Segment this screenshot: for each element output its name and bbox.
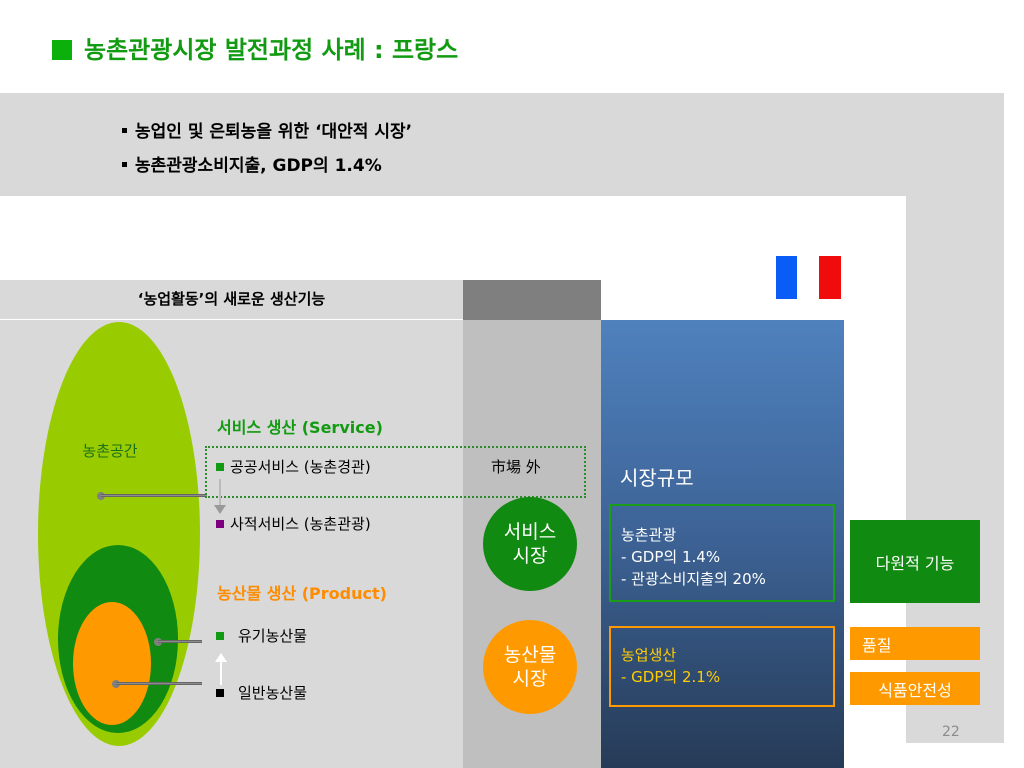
purple-square-icon [216, 520, 224, 528]
service-market-circle: 서비스 시장 [483, 497, 577, 591]
bullet-square-icon [122, 128, 127, 133]
arrow-down-head-icon [214, 505, 226, 514]
connector-line [101, 494, 207, 497]
connector-line [158, 640, 202, 643]
arrow-up-icon [220, 661, 222, 685]
multifunction-tag: 다원적 기능 [850, 520, 980, 603]
bullet-item: 농업인 및 은퇴농을 위한 ‘대안적 시장’ [122, 117, 412, 142]
bullet-text: 농업인 및 은퇴농을 위한 ‘대안적 시장’ [135, 122, 413, 142]
produce-market-circle: 농산물 시장 [483, 620, 577, 714]
black-square-icon [216, 689, 224, 697]
market-size-label: 시장규모 [620, 466, 694, 490]
bullet-item: 농촌관광소비지출, GDP의 1.4% [122, 151, 382, 176]
arrow-up-head-icon [215, 653, 227, 662]
flag-blue-stripe [776, 256, 797, 299]
page-number: 22 [942, 724, 960, 740]
arrow-down-icon [219, 479, 221, 507]
private-service-item: 사적서비스 (농촌관광) [216, 513, 371, 534]
product-heading: 농산물 생산 (Product) [217, 584, 387, 603]
service-heading: 서비스 생산 (Service) [217, 418, 383, 437]
slide-title-text: 농촌관광시장 발전과정 사례 : 프랑스 [84, 36, 459, 64]
agri-production-box: 농업생산 - GDP의 2.1% [609, 626, 835, 707]
summary-band [0, 93, 1004, 196]
public-service-label: 공공서비스 (농촌경관) [230, 458, 371, 476]
rural-tourism-box: 농촌관광 - GDP의 1.4% - 관광소비지출의 20% [609, 504, 835, 602]
organic-label: 유기농산물 [238, 627, 308, 645]
food-safety-tag: 식품안전성 [850, 672, 980, 705]
general-produce-item: 일반농산물 [216, 682, 307, 703]
green-square-icon [216, 463, 224, 471]
public-service-box [205, 446, 586, 498]
green-square-icon [216, 632, 224, 640]
outside-market-label: 市場 外 [491, 458, 541, 476]
rural-space-label: 농촌공간 [82, 442, 138, 460]
market-size-column [601, 320, 844, 768]
table-header: ‘농업활동’의 새로운 생산기능 [0, 280, 463, 320]
table-header-dark-cell [463, 280, 601, 320]
organic-ellipse [73, 602, 151, 725]
bullet-text: 농촌관광소비지출, GDP의 1.4% [135, 156, 382, 176]
connector-line [116, 682, 202, 685]
private-service-label: 사적서비스 (농촌관광) [230, 515, 371, 533]
title-square-icon [52, 40, 72, 60]
organic-item: 유기농산물 [216, 625, 307, 646]
flag-red-stripe [819, 256, 841, 299]
general-produce-label: 일반농산물 [238, 684, 308, 702]
slide-title: 농촌관광시장 발전과정 사례 : 프랑스 [52, 30, 458, 65]
bullet-square-icon [122, 162, 127, 167]
public-service-item: 공공서비스 (농촌경관) [216, 456, 371, 477]
quality-tag: 품질 [850, 627, 980, 660]
